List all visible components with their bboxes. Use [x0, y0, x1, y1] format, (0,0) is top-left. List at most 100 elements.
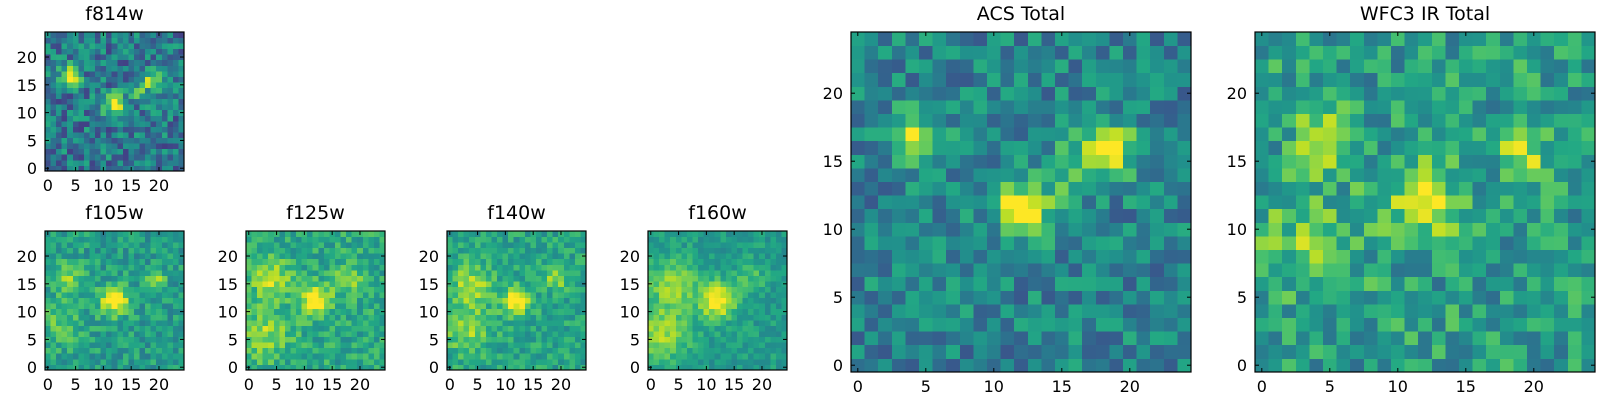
heatmap-cell: [83, 43, 90, 50]
heatmap-cell: [742, 364, 749, 371]
heatmap-cell: [530, 319, 537, 326]
heatmap-cell: [1527, 263, 1541, 278]
heatmap-cell: [497, 347, 503, 354]
heatmap-cell: [72, 286, 79, 293]
heatmap-cell: [257, 364, 264, 371]
heatmap-cell: [547, 319, 554, 326]
heatmap-cell: [491, 342, 498, 349]
panel-f814w: 0 5 10 15 20 0 5 10 15 20 f814w: [17, 3, 185, 195]
heatmap-cell: [83, 104, 90, 111]
heatmap-cell: [323, 314, 330, 321]
heatmap-cell: [1391, 236, 1405, 250]
heatmap-cell: [1363, 195, 1378, 210]
heatmap-cell: [83, 54, 90, 61]
heatmap-cell: [178, 242, 185, 249]
heatmap-cell: [878, 358, 893, 373]
heatmap-cell: [56, 65, 63, 72]
heatmap-cell: [83, 165, 90, 172]
heatmap-cell: [117, 32, 124, 38]
heatmap-cell: [905, 249, 920, 264]
heatmap-cell: [736, 342, 743, 349]
heatmap-cell: [681, 331, 688, 338]
heatmap-cell: [1472, 32, 1487, 46]
heatmap-cell: [145, 43, 152, 50]
heatmap-cell: [172, 43, 179, 50]
heatmap-cell: [95, 353, 101, 360]
heatmap-cell: [748, 292, 755, 299]
heatmap-cell: [61, 126, 68, 133]
heatmap-cell: [946, 113, 961, 128]
x-tick-label: 15: [1456, 377, 1476, 396]
heatmap-cell: [485, 281, 492, 287]
heatmap-cell: [686, 297, 693, 304]
heatmap-cell: [574, 247, 581, 254]
heatmap-cell: [312, 336, 319, 343]
heatmap-cell: [1540, 86, 1555, 101]
heatmap-cell: [150, 347, 157, 354]
heatmap-cell: [106, 82, 113, 88]
heatmap-cell: [770, 347, 777, 354]
heatmap-cell: [653, 342, 660, 349]
heatmap-cell: [78, 269, 85, 276]
heatmap-cell: [1282, 140, 1297, 155]
heatmap-cell: [128, 347, 135, 354]
heatmap-cell: [648, 297, 654, 304]
heatmap-cell: [111, 281, 118, 287]
heatmap-cell: [653, 247, 660, 254]
heatmap-cell: [973, 263, 988, 278]
heatmap-cell: [659, 253, 666, 260]
heatmap-cell: [362, 331, 369, 338]
heatmap-cell: [1068, 236, 1083, 250]
heatmap-cell: [891, 249, 906, 264]
heatmap-cell: [1055, 127, 1069, 142]
heatmap-cell: [932, 100, 947, 114]
heatmap-cell: [122, 292, 129, 299]
heatmap-cell: [675, 342, 682, 349]
heatmap-cell: [262, 264, 269, 271]
heatmap-cell: [89, 59, 96, 66]
heatmap-cell: [1554, 195, 1569, 210]
heatmap-cell: [145, 331, 152, 338]
heatmap-cell: [759, 314, 766, 321]
heatmap-cell: [959, 72, 974, 87]
heatmap-cell: [742, 358, 749, 365]
heatmap-cell: [574, 358, 581, 365]
heatmap-cell: [1163, 154, 1178, 169]
heatmap-cell: [973, 45, 988, 60]
heatmap-cell: [139, 65, 146, 72]
heatmap-cell: [731, 342, 738, 349]
heatmap-cell: [178, 331, 185, 338]
heatmap-cell: [150, 258, 157, 265]
heatmap-cell: [117, 281, 124, 287]
heatmap-cell: [1431, 195, 1446, 210]
heatmap-cell: [648, 275, 654, 282]
heatmap-cell: [692, 342, 699, 349]
heatmap-cell: [1404, 168, 1419, 182]
heatmap-cell: [919, 304, 933, 318]
heatmap-cell: [122, 236, 129, 243]
heatmap-cell: [61, 70, 68, 77]
heatmap-cell: [764, 342, 771, 349]
heatmap-cell: [362, 303, 369, 310]
heatmap-cell: [145, 37, 152, 44]
heatmap-cell: [167, 43, 174, 50]
heatmap-cell: [95, 236, 101, 243]
heatmap-cell: [307, 242, 314, 249]
heatmap-cell: [770, 258, 777, 265]
heatmap-cell: [128, 314, 135, 321]
heatmap-cell: [692, 336, 699, 343]
heatmap-cell: [167, 258, 174, 265]
heatmap-cell: [117, 331, 124, 338]
heatmap-cell: [307, 325, 314, 332]
heatmap-cell: [45, 247, 51, 254]
heatmap-cell: [178, 93, 185, 100]
heatmap-cell: [580, 236, 587, 243]
heatmap-cell: [340, 236, 347, 243]
heatmap-cell: [720, 314, 727, 321]
heatmap-cell: [145, 132, 152, 139]
heatmap-cell: [128, 87, 135, 94]
heatmap-cell: [45, 70, 51, 77]
heatmap-cell: [95, 303, 101, 310]
heatmap-cell: [56, 82, 63, 88]
heatmap-cell: [480, 275, 487, 282]
